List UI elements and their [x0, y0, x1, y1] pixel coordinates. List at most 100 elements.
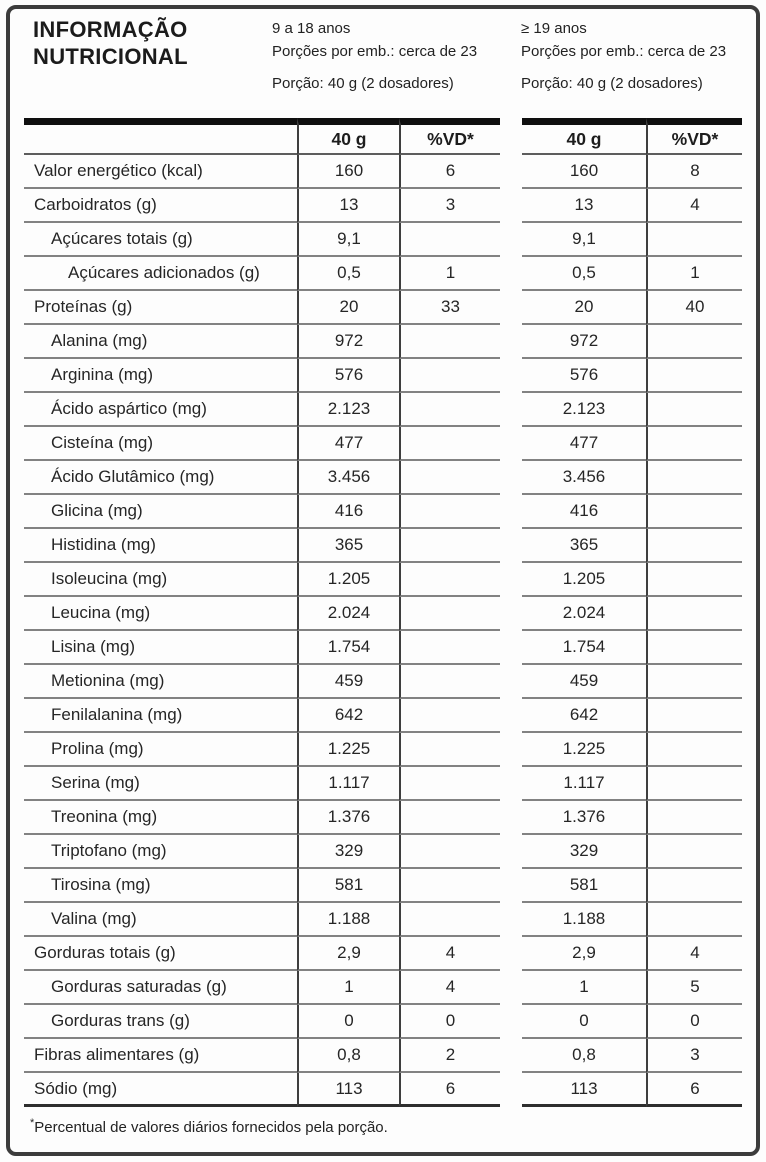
row-label: Treonina (mg) [24, 801, 297, 835]
value-amount-9a18: 477 [297, 427, 399, 461]
row-label: Gorduras trans (g) [24, 1005, 297, 1039]
footnote: *Percentual de valores diários fornecido… [30, 1117, 388, 1136]
value-amount-19plus: 1.117 [522, 767, 646, 801]
row-label: Gorduras saturadas (g) [24, 971, 297, 1005]
value-amount-19plus: 1 [522, 971, 646, 1005]
value-amount-9a18: 13 [297, 189, 399, 223]
value-dv-9a18: 4 [399, 937, 500, 971]
row-label: Cisteína (mg) [24, 427, 297, 461]
row-label: Tirosina (mg) [24, 869, 297, 903]
table-gap [500, 529, 522, 563]
value-dv-9a18 [399, 835, 500, 869]
value-dv-9a18 [399, 393, 500, 427]
table-gap [500, 563, 522, 597]
value-amount-9a18: 365 [297, 529, 399, 563]
table-gap [500, 937, 522, 971]
value-amount-19plus: 1.205 [522, 563, 646, 597]
row-label: Leucina (mg) [24, 597, 297, 631]
table-gap [500, 631, 522, 665]
row-label: Metionina (mg) [24, 665, 297, 699]
table-gap [500, 1005, 522, 1039]
value-amount-9a18: 3.456 [297, 461, 399, 495]
value-dv-19plus [646, 325, 742, 359]
value-dv-9a18 [399, 563, 500, 597]
column-header-spacer [24, 118, 297, 155]
value-dv-9a18 [399, 801, 500, 835]
table-gap [500, 835, 522, 869]
table-gap [500, 223, 522, 257]
value-amount-9a18: 1.225 [297, 733, 399, 767]
value-amount-19plus: 0 [522, 1005, 646, 1039]
value-dv-9a18 [399, 529, 500, 563]
group-header-9a18: 9 a 18 anos Porções por emb.: cerca de 2… [272, 17, 477, 95]
row-label: Prolina (mg) [24, 733, 297, 767]
value-amount-19plus: 365 [522, 529, 646, 563]
value-amount-19plus: 642 [522, 699, 646, 733]
age-range-9a18: 9 a 18 anos [272, 20, 351, 37]
value-dv-19plus: 1 [646, 257, 742, 291]
value-amount-9a18: 9,1 [297, 223, 399, 257]
value-amount-9a18: 0,8 [297, 1039, 399, 1073]
table-gap [500, 597, 522, 631]
value-dv-9a18 [399, 495, 500, 529]
table-gap [500, 155, 522, 189]
value-amount-9a18: 0,5 [297, 257, 399, 291]
value-amount-19plus: 1.188 [522, 903, 646, 937]
table-gap [500, 461, 522, 495]
value-amount-9a18: 2.123 [297, 393, 399, 427]
value-dv-19plus [646, 427, 742, 461]
value-dv-19plus [646, 461, 742, 495]
column-header-amount-9a18: 40 g [297, 118, 399, 155]
table-gap [500, 1039, 522, 1073]
value-amount-19plus: 477 [522, 427, 646, 461]
table-gap [500, 699, 522, 733]
value-amount-19plus: 113 [522, 1073, 646, 1107]
value-dv-9a18 [399, 359, 500, 393]
value-dv-19plus [646, 903, 742, 937]
value-dv-9a18 [399, 631, 500, 665]
value-dv-9a18: 33 [399, 291, 500, 325]
row-label: Açúcares totais (g) [24, 223, 297, 257]
row-label: Carboidratos (g) [24, 189, 297, 223]
value-amount-19plus: 2.024 [522, 597, 646, 631]
row-label: Histidina (mg) [24, 529, 297, 563]
value-dv-19plus [646, 495, 742, 529]
value-amount-19plus: 1.376 [522, 801, 646, 835]
table-gap [500, 495, 522, 529]
value-amount-9a18: 0 [297, 1005, 399, 1039]
value-dv-9a18: 0 [399, 1005, 500, 1039]
table-gap [500, 665, 522, 699]
row-label: Lisina (mg) [24, 631, 297, 665]
value-amount-9a18: 2,9 [297, 937, 399, 971]
value-dv-19plus [646, 393, 742, 427]
value-dv-9a18 [399, 903, 500, 937]
value-amount-9a18: 642 [297, 699, 399, 733]
value-amount-9a18: 576 [297, 359, 399, 393]
value-dv-19plus: 4 [646, 937, 742, 971]
value-amount-9a18: 20 [297, 291, 399, 325]
row-label: Valina (mg) [24, 903, 297, 937]
value-amount-9a18: 1.188 [297, 903, 399, 937]
value-dv-9a18 [399, 461, 500, 495]
row-label: Serina (mg) [24, 767, 297, 801]
value-dv-19plus [646, 665, 742, 699]
servings-per-pack-9a18: Porções por emb.: cerca de 23 [272, 43, 478, 60]
table-gap [500, 869, 522, 903]
value-dv-19plus [646, 733, 742, 767]
value-amount-19plus: 160 [522, 155, 646, 189]
row-label: Glicina (mg) [24, 495, 297, 529]
value-dv-9a18 [399, 767, 500, 801]
value-amount-19plus: 459 [522, 665, 646, 699]
value-dv-9a18 [399, 869, 500, 903]
value-dv-19plus: 8 [646, 155, 742, 189]
value-dv-19plus: 4 [646, 189, 742, 223]
table-gap [500, 971, 522, 1005]
row-label: Fibras alimentares (g) [24, 1039, 297, 1073]
column-header-dv-9a18: %VD* [399, 118, 500, 155]
value-dv-9a18: 6 [399, 155, 500, 189]
serving-size-9a18: Porção: 40 g (2 dosadores) [272, 75, 454, 92]
value-dv-9a18: 1 [399, 257, 500, 291]
value-dv-19plus [646, 223, 742, 257]
value-amount-9a18: 329 [297, 835, 399, 869]
